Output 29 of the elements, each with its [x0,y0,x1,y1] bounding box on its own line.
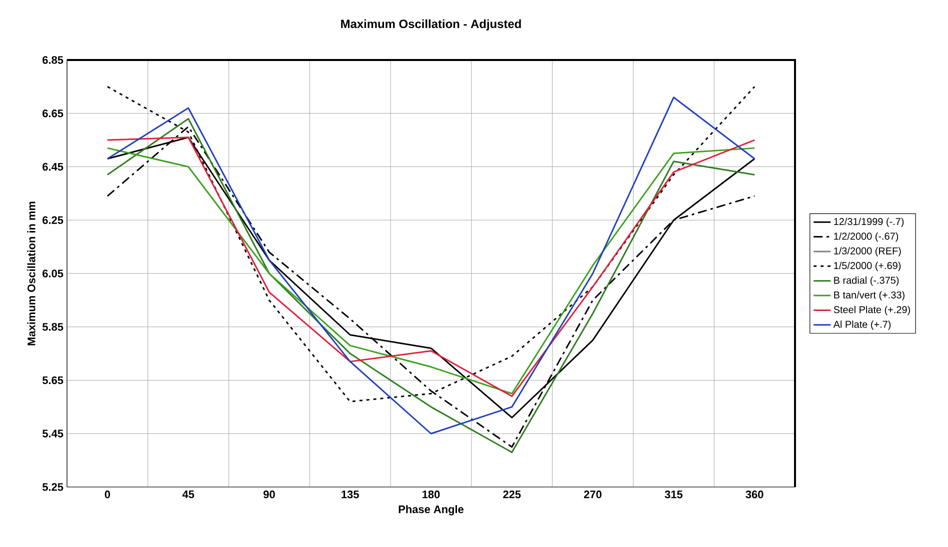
legend-label: 1/3/2000 (REF) [834,247,901,256]
x-tick-label: 360 [746,490,764,498]
y-tick-label: 5.25 [42,483,64,491]
x-tick-label: 270 [584,490,602,498]
y-tick-label: 5.45 [42,430,64,438]
y-tick-label: 5.85 [42,323,64,331]
legend-label: Al Plate (+.7) [833,320,891,330]
x-tick-label: 315 [664,490,682,498]
x-tick-label: 135 [342,490,359,498]
legend-label: 1/2/2000 (-.67) [834,232,898,242]
x-tick-label: 90 [264,490,275,498]
legend-label: B tan/vert (+.33) [834,291,904,300]
y-tick-label: 6.65 [42,110,64,118]
y-axis-title: Maximum Oscillation in mm [27,202,36,346]
legend-label: 1/5/2000 (+.69) [834,262,901,272]
legend-label: Steel Plate (+.29) [834,306,910,316]
x-tick-label: 180 [422,490,440,498]
legend-label: B radial (-.375) [834,276,899,286]
x-axis-title: Phase Angle [398,505,464,516]
chart-title: Maximum Oscillation - Adjusted [341,19,521,30]
x-tick-label: 0 [104,490,110,498]
legend-label: 12/31/1999 (-.7) [834,218,904,228]
y-tick-label: 6.45 [42,162,64,171]
y-tick-label: 6.85 [42,56,64,64]
x-tick-label: 225 [503,490,521,498]
x-tick-label: 45 [182,490,194,498]
y-tick-label: 6.25 [42,216,64,224]
y-tick-label: 5.65 [42,376,64,384]
y-tick-label: 6.05 [42,270,64,278]
